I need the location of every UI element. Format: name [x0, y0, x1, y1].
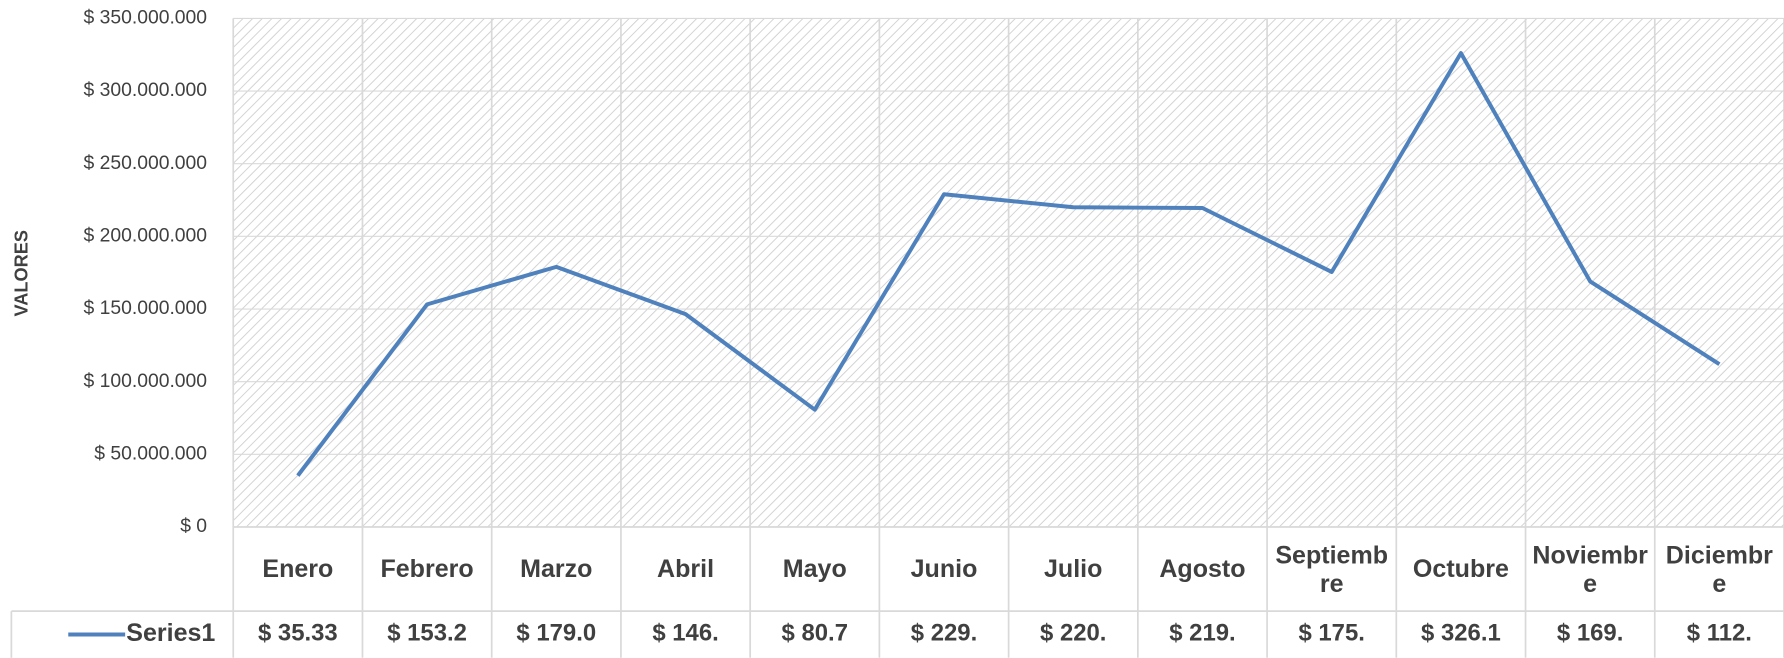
- data-table-value-box: $ 179.0: [516, 620, 597, 647]
- series-line: [296, 51, 1721, 477]
- y-tick-label: $ 300.000.000: [83, 79, 207, 101]
- category-label-box: Julio: [1044, 554, 1103, 584]
- data-table-value: $ 219.: [1169, 620, 1236, 647]
- category-label: Octubre: [1412, 554, 1509, 584]
- y-tick-label: $ 350.000.000: [83, 7, 207, 29]
- y-tick-label: $ 50.000.000: [94, 442, 207, 464]
- category-label-box: Agosto: [1159, 554, 1246, 584]
- category-label: Julio: [1044, 554, 1103, 584]
- category-label: Mayo: [782, 554, 847, 584]
- y-tick-label: $ 150.000.000: [83, 297, 207, 319]
- data-table-value: $ 179.0: [516, 620, 597, 647]
- category-label-box: Marzo: [520, 554, 593, 584]
- category-label-box: Enero: [262, 554, 334, 584]
- category-label-box: Mayo: [782, 554, 847, 584]
- data-table-value: $ 175.: [1298, 620, 1365, 647]
- category-label-box: Diciembre: [1665, 540, 1773, 598]
- data-table-value-box: $ 80.7: [781, 620, 848, 647]
- category-label: Abril: [657, 554, 715, 584]
- y-tick-label: $ 250.000.000: [83, 152, 207, 174]
- data-table-value-box: $ 220.: [1040, 620, 1107, 647]
- legend-label: Series1: [126, 619, 215, 647]
- data-table-value: $ 326.1: [1421, 620, 1501, 647]
- y-tick-label: $ 100.000.000: [83, 370, 207, 392]
- data-table-value-box: $ 35.33: [257, 620, 338, 647]
- data-table-value: $ 229.: [910, 620, 978, 647]
- category-label: Enero: [262, 554, 334, 584]
- data-table-value: $ 112.: [1686, 620, 1752, 647]
- category-label: Septiembre: [1275, 540, 1389, 598]
- category-label: Noviembre: [1532, 540, 1648, 598]
- category-label-box: Octubre: [1412, 554, 1509, 584]
- category-label: Agosto: [1159, 554, 1246, 584]
- data-table-value: $ 153.2: [387, 620, 467, 647]
- category-label-box: Noviembre: [1532, 540, 1648, 598]
- data-table-value: $ 220.: [1040, 620, 1107, 647]
- data-table-value-box: $ 146.: [652, 620, 719, 647]
- category-label-box: Junio: [910, 554, 978, 584]
- category-label: Diciembre: [1665, 540, 1773, 598]
- y-tick-label: $ 200.000.000: [83, 224, 207, 246]
- category-label: Marzo: [520, 554, 593, 584]
- y-tick-label: $ 0: [180, 515, 207, 537]
- category-label-box: Febrero: [380, 554, 474, 584]
- data-table-value: $ 80.7: [781, 620, 848, 647]
- data-table-value-box: $ 175.: [1298, 620, 1365, 647]
- category-label-box: Septiembre: [1275, 540, 1389, 598]
- y-axis-title: VALORES: [12, 230, 32, 317]
- data-table-value-box: $ 219.: [1169, 620, 1236, 647]
- data-table-value: $ 146.: [652, 620, 719, 647]
- data-table-value-box: $ 229.: [910, 620, 978, 647]
- data-table-value-box: $ 112.: [1686, 620, 1752, 647]
- category-label-box: Abril: [657, 554, 715, 584]
- data-table-value-box: $ 326.1: [1421, 620, 1501, 647]
- data-table-value: $ 35.33: [257, 620, 338, 647]
- data-table-value-box: $ 153.2: [387, 620, 467, 647]
- data-table-value-box: $ 169.: [1556, 620, 1624, 647]
- data-table-value: $ 169.: [1556, 620, 1624, 647]
- category-label: Febrero: [380, 554, 474, 584]
- category-label: Junio: [910, 554, 978, 584]
